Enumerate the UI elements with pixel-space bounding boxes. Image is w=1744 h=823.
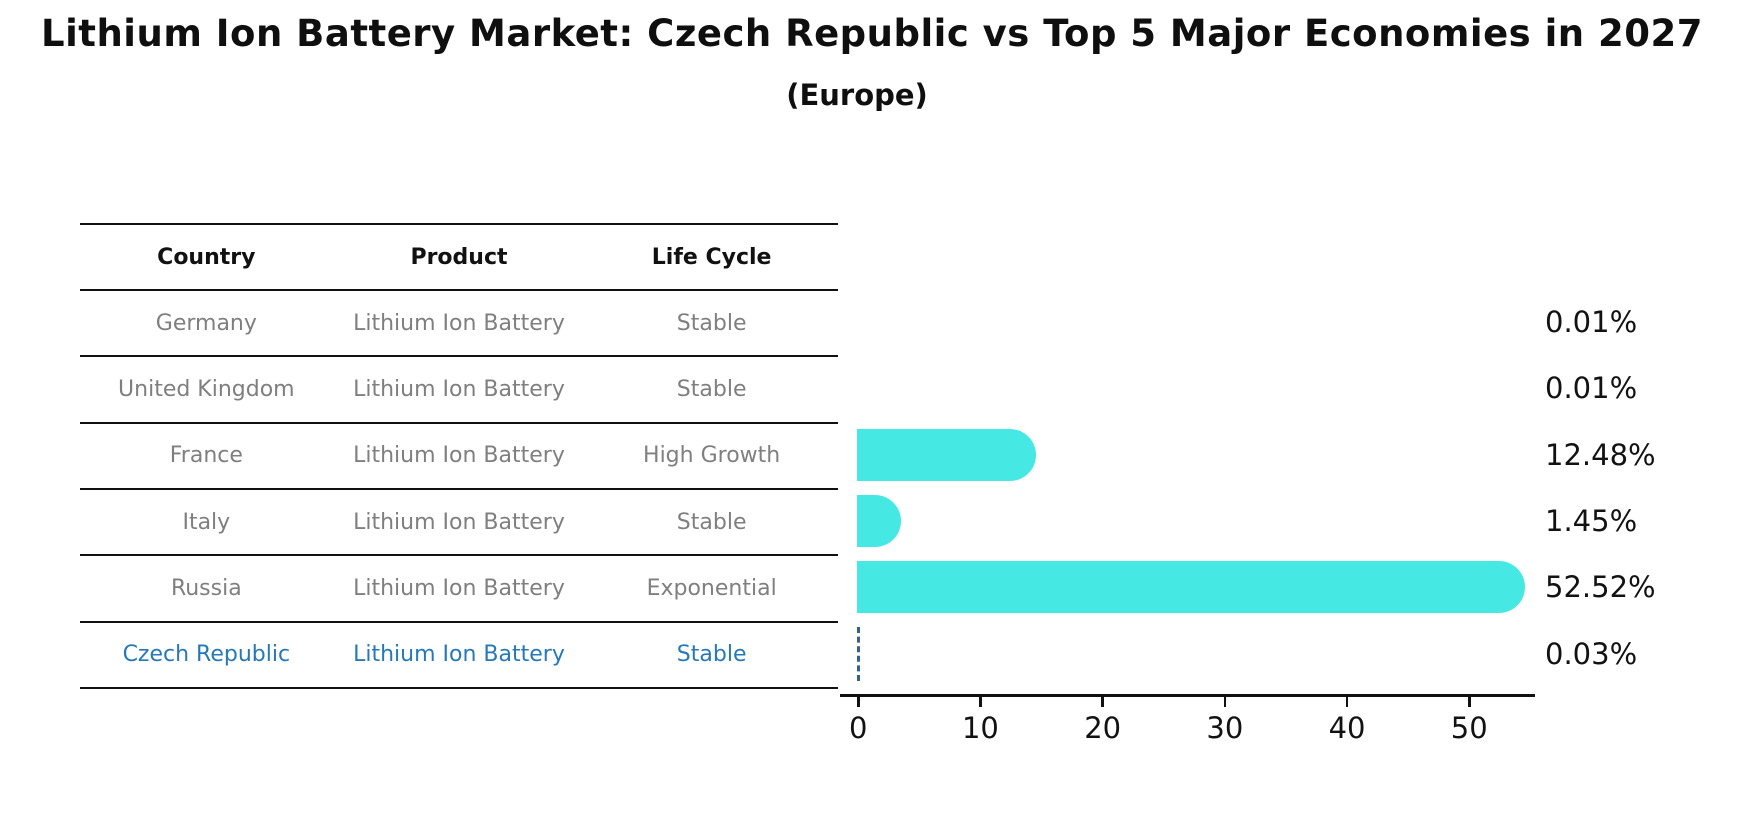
x-axis-spine (840, 694, 1535, 697)
x-axis-tick-label: 40 (1328, 711, 1366, 745)
x-axis-tick-label: 30 (1206, 711, 1244, 745)
bar-row-france (857, 422, 1547, 488)
x-axis-tick-label: 10 (961, 711, 999, 745)
cell-country: Czech Republic (122, 642, 291, 668)
bar-plot-area (857, 289, 1547, 687)
cell-life-cycle: Stable (676, 509, 747, 535)
bar-row-russia (857, 554, 1547, 620)
chart-title: Lithium Ion Battery Market: Czech Republ… (41, 12, 1703, 55)
value-label-france: 12.48% (1545, 437, 1656, 472)
cell-product: Lithium Ion Battery (353, 443, 565, 469)
value-label-germany: 0.01% (1545, 305, 1638, 340)
cell-country: Russia (170, 575, 242, 601)
cell-country: Germany (155, 310, 257, 336)
bar-italy (857, 495, 901, 548)
col-header-country: Country (157, 244, 256, 270)
x-axis-tick: 40 (1329, 697, 1366, 745)
col-header-life-cycle: Life Cycle (651, 244, 772, 270)
value-label-czech-republic: 0.03% (1545, 636, 1638, 671)
table-row: United Kingdom Lithium Ion Battery Stabl… (80, 355, 838, 421)
x-axis-tick-label: 0 (849, 711, 868, 745)
x-axis-tick: 10 (962, 697, 999, 745)
cell-life-cycle: Stable (676, 376, 747, 402)
cell-product: Lithium Ion Battery (353, 575, 565, 601)
cell-life-cycle: Exponential (646, 575, 777, 601)
chart-subtitle: (Europe) (786, 78, 928, 112)
cell-country: United Kingdom (118, 376, 295, 402)
cell-product: Lithium Ion Battery (353, 509, 565, 535)
cell-product: Lithium Ion Battery (353, 310, 565, 336)
cell-country: Italy (182, 509, 231, 535)
cell-country: France (169, 443, 243, 469)
bar-row-united-kingdom (857, 355, 1547, 421)
table-row: Russia Lithium Ion Battery Exponential (80, 554, 838, 620)
cell-product: Lithium Ion Battery (353, 642, 565, 668)
cell-life-cycle: High Growth (643, 443, 781, 469)
bar-row-italy (857, 488, 1547, 554)
table-header-row: Country Product Life Cycle (80, 223, 838, 289)
x-axis-tick: 20 (1084, 697, 1121, 745)
bar-row-germany (857, 289, 1547, 355)
value-label-united-kingdom: 0.01% (1545, 371, 1638, 406)
cell-life-cycle: Stable (676, 310, 747, 336)
value-label-italy: 1.45% (1545, 504, 1638, 539)
col-header-product: Product (410, 244, 508, 270)
country-table: Country Product Life Cycle Germany Lithi… (80, 223, 838, 689)
bar-russia (857, 561, 1525, 614)
bar-czech-republic-dashed-marker (857, 626, 860, 681)
table-row: Germany Lithium Ion Battery Stable (80, 289, 838, 355)
table-row: Italy Lithium Ion Battery Stable (80, 487, 838, 554)
x-axis-tick: 0 (849, 697, 867, 745)
x-axis-tick-label: 50 (1450, 711, 1488, 745)
x-axis: 0 10 20 30 40 50 (840, 694, 1535, 754)
value-label-column: 0.01% 0.01% 12.48% 1.45% 52.52% 0.03% (1545, 289, 1735, 687)
cell-product: Lithium Ion Battery (353, 376, 565, 402)
x-axis-tick: 50 (1451, 697, 1488, 745)
bar-france (857, 428, 1036, 481)
x-axis-tick-label: 20 (1084, 711, 1122, 745)
cell-life-cycle: Stable (676, 642, 747, 668)
table-row-highlighted: Czech Republic Lithium Ion Battery Stabl… (80, 620, 838, 687)
bar-row-czech-republic (857, 621, 1547, 687)
x-axis-tick: 30 (1206, 697, 1243, 745)
value-label-russia: 52.52% (1545, 570, 1656, 605)
table-row: France Lithium Ion Battery High Growth (80, 421, 838, 488)
